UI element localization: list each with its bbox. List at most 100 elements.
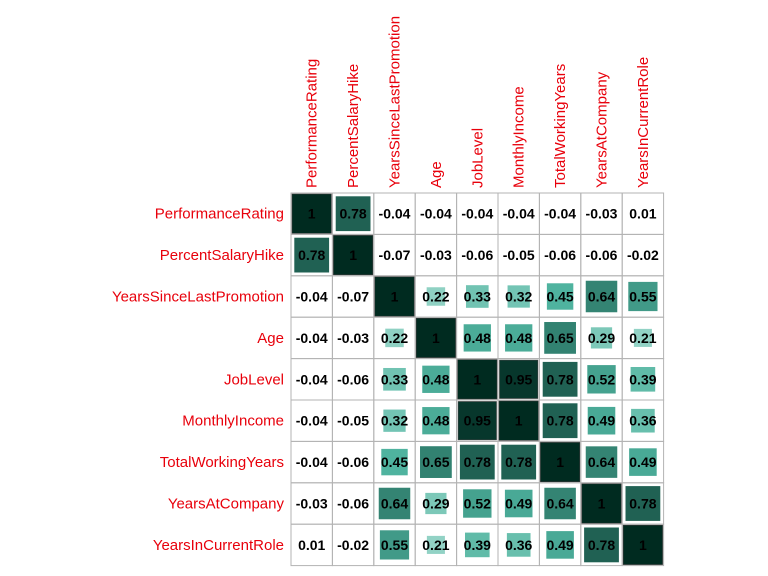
value-label: -0.02 [337, 537, 369, 553]
column-label: Age [428, 161, 445, 188]
value-label: 0.78 [588, 537, 615, 553]
value-label: 1 [515, 413, 523, 429]
correlation-square [426, 535, 445, 554]
value-label: -0.06 [337, 496, 369, 512]
correlation-square [587, 406, 616, 435]
correlation-square [585, 446, 618, 478]
value-label: -0.04 [296, 330, 328, 346]
correlation-square [335, 196, 371, 232]
row-label: PerformanceRating [155, 206, 284, 223]
correlation-square [465, 285, 489, 308]
value-label: -0.06 [544, 247, 576, 263]
correlation-square [590, 327, 613, 349]
value-label: -0.06 [461, 247, 493, 263]
value-label: -0.04 [296, 454, 328, 470]
value-label: 0.39 [464, 537, 491, 553]
correlation-square [542, 403, 578, 439]
value-label: 0.78 [546, 371, 573, 387]
value-label: 0.55 [629, 289, 656, 305]
correlation-square [420, 446, 452, 478]
correlation-square [383, 409, 406, 432]
value-label: 0.48 [464, 330, 491, 346]
value-label: -0.03 [337, 330, 369, 346]
column-label: YearsAtCompany [594, 71, 611, 188]
value-label: 0.52 [588, 371, 615, 387]
column-label: YearsInCurrentRole [635, 57, 652, 188]
column-label: PercentSalaryHike [345, 64, 362, 188]
correlation-square [633, 328, 652, 347]
value-label: 0.01 [629, 206, 656, 222]
correlation-square [385, 328, 404, 348]
correlation-square [625, 486, 661, 521]
value-label: -0.04 [544, 206, 576, 222]
value-label: 1 [639, 537, 647, 553]
correlation-square [581, 483, 622, 524]
correlation-square [542, 361, 578, 397]
correlation-square [378, 487, 411, 520]
value-label: -0.05 [337, 413, 369, 429]
correlation-square [379, 530, 410, 560]
value-label: 0.01 [298, 537, 325, 553]
value-label: 0.64 [381, 496, 408, 512]
value-label: 0.49 [629, 454, 656, 470]
value-label: -0.06 [337, 371, 369, 387]
correlation-square [463, 489, 492, 518]
row-label: YearsInCurrentRole [153, 537, 284, 554]
correlation-square [507, 285, 530, 308]
row-label: YearsAtCompany [168, 496, 285, 513]
value-label: -0.04 [296, 289, 328, 305]
value-label: 1 [308, 206, 316, 222]
correlation-square [426, 287, 446, 306]
value-label: -0.03 [586, 206, 618, 222]
value-label: 0.32 [381, 413, 408, 429]
value-label: 1 [473, 371, 481, 387]
value-label: 0.29 [588, 330, 615, 346]
correlation-square [457, 359, 498, 400]
value-label: -0.04 [296, 371, 328, 387]
value-label: 0.21 [422, 537, 449, 553]
value-label: -0.06 [337, 454, 369, 470]
correlation-square [628, 281, 658, 312]
correlation-square [381, 448, 408, 476]
value-label: 0.52 [464, 496, 491, 512]
correlation-square [422, 407, 450, 435]
correlation-square [498, 400, 539, 441]
value-label: -0.07 [379, 247, 411, 263]
correlation-square [425, 492, 447, 515]
column-label: PerformanceRating [304, 59, 321, 188]
correlation-square [544, 487, 576, 520]
correlation-square [504, 489, 533, 518]
value-label: 1 [556, 454, 564, 470]
value-label: -0.02 [627, 247, 659, 263]
value-label: 1 [349, 247, 357, 263]
value-label: 0.29 [422, 496, 449, 512]
correlation-square [291, 193, 332, 234]
correlation-square [546, 531, 574, 559]
column-label: YearsSinceLastPromotion [387, 16, 404, 188]
value-label: 1 [598, 496, 606, 512]
correlation-square [459, 444, 495, 480]
row-label: JobLevel [224, 371, 284, 388]
grid-cell [621, 523, 665, 567]
correlation-square [585, 280, 618, 313]
column-label: MonthlyIncome [511, 86, 528, 188]
value-label: -0.04 [420, 206, 452, 222]
correlation-square [294, 237, 330, 273]
correlation-square [540, 442, 581, 483]
value-label: -0.05 [503, 247, 535, 263]
value-label: -0.04 [461, 206, 493, 222]
value-label: 0.33 [381, 371, 408, 387]
correlation-square [383, 367, 406, 391]
value-label: 0.45 [546, 289, 573, 305]
value-label: 0.49 [588, 413, 615, 429]
correlation-square [501, 444, 537, 480]
correlation-square [499, 359, 539, 399]
value-label: 0.64 [588, 289, 615, 305]
value-label: 0.48 [422, 413, 449, 429]
correlation-square [546, 283, 574, 310]
row-label: MonthlyIncome [182, 413, 284, 430]
correlation-square [622, 524, 663, 565]
value-label: -0.03 [296, 496, 328, 512]
value-label: 0.65 [546, 330, 573, 346]
